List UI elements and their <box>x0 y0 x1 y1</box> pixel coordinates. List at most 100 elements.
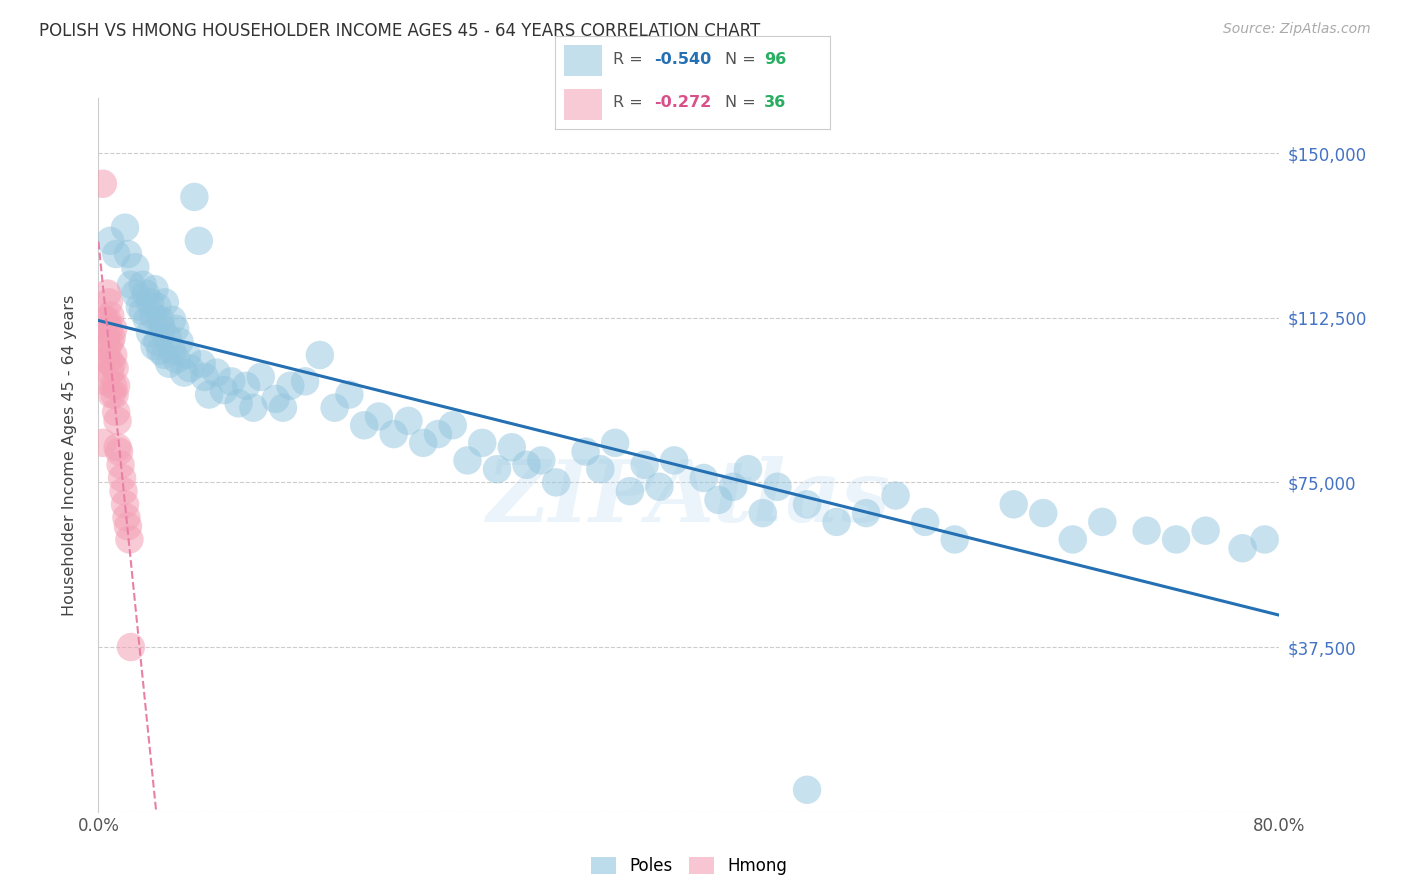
Point <box>132 304 155 318</box>
Point <box>105 378 128 392</box>
Point <box>146 300 169 314</box>
Point <box>120 277 142 292</box>
Point <box>1032 506 1054 520</box>
Point <box>751 506 773 520</box>
Point <box>427 427 450 442</box>
Point <box>1135 524 1157 538</box>
Point <box>242 401 264 415</box>
Point <box>103 378 125 392</box>
Point <box>353 418 375 433</box>
Point <box>98 366 121 380</box>
Point <box>142 309 165 323</box>
Point <box>1232 541 1254 556</box>
Point <box>456 453 478 467</box>
Point <box>574 444 596 458</box>
Text: Source: ZipAtlas.com: Source: ZipAtlas.com <box>1223 22 1371 37</box>
Point <box>368 409 391 424</box>
Text: R =: R = <box>613 95 648 110</box>
Point <box>309 348 332 362</box>
Point <box>136 313 159 327</box>
Point <box>396 414 419 428</box>
Point <box>707 492 730 507</box>
Point <box>169 334 191 349</box>
Point <box>107 440 129 454</box>
Point <box>103 321 125 335</box>
Point <box>104 387 127 401</box>
Point <box>139 295 162 310</box>
Point <box>176 348 198 362</box>
Point <box>796 782 818 797</box>
Point <box>796 497 818 511</box>
Point <box>825 515 848 529</box>
Point <box>107 414 129 428</box>
Point <box>94 352 117 367</box>
Point <box>124 260 146 275</box>
Point <box>205 366 228 380</box>
Text: N =: N = <box>725 95 761 110</box>
Point <box>97 352 120 367</box>
Point <box>1062 533 1084 547</box>
Point <box>187 234 209 248</box>
Text: ZIPAtlas: ZIPAtlas <box>486 456 891 540</box>
Point <box>149 313 172 327</box>
Point <box>139 326 162 340</box>
Point <box>93 313 115 327</box>
Point <box>619 484 641 499</box>
Point <box>108 444 131 458</box>
Point <box>382 427 405 442</box>
Point <box>183 190 205 204</box>
Point <box>132 277 155 292</box>
Point <box>1195 524 1218 538</box>
Point <box>278 378 302 392</box>
Point <box>100 357 122 371</box>
Point <box>143 339 166 353</box>
Point <box>501 440 523 454</box>
Point <box>943 533 966 547</box>
Point <box>124 286 146 301</box>
Point <box>153 295 176 310</box>
Point <box>198 387 221 401</box>
Point <box>153 348 176 362</box>
Point <box>884 489 907 503</box>
Bar <box>564 45 602 76</box>
Point <box>212 383 235 397</box>
Point <box>117 519 139 533</box>
Point <box>693 471 716 485</box>
Point <box>441 418 464 433</box>
Point <box>135 286 157 301</box>
Point <box>271 401 294 415</box>
Point <box>149 343 172 358</box>
Point <box>914 515 936 529</box>
Point <box>118 533 141 547</box>
Point <box>91 435 114 450</box>
Point <box>1254 533 1277 547</box>
Point <box>339 387 360 401</box>
Point <box>97 295 120 310</box>
Point <box>91 177 114 191</box>
Point <box>97 321 120 335</box>
Text: POLISH VS HMONG HOUSEHOLDER INCOME AGES 45 - 64 YEARS CORRELATION CHART: POLISH VS HMONG HOUSEHOLDER INCOME AGES … <box>39 22 761 40</box>
Point <box>146 334 169 349</box>
Point <box>98 309 121 323</box>
Text: 36: 36 <box>763 95 786 110</box>
Point <box>228 396 250 410</box>
Point <box>648 480 671 494</box>
Point <box>471 435 494 450</box>
Point <box>120 640 142 654</box>
Point <box>633 458 655 472</box>
Point <box>165 321 187 335</box>
Text: R =: R = <box>613 52 648 67</box>
Point <box>664 453 686 467</box>
Point <box>128 300 150 314</box>
Point <box>173 366 195 380</box>
Point <box>96 313 118 327</box>
Point <box>605 435 627 450</box>
Bar <box>564 89 602 120</box>
Point <box>219 375 242 389</box>
Point <box>111 471 134 485</box>
Point <box>100 387 122 401</box>
Point <box>114 220 136 235</box>
Point <box>264 392 287 406</box>
Point <box>162 313 183 327</box>
Point <box>855 506 877 520</box>
